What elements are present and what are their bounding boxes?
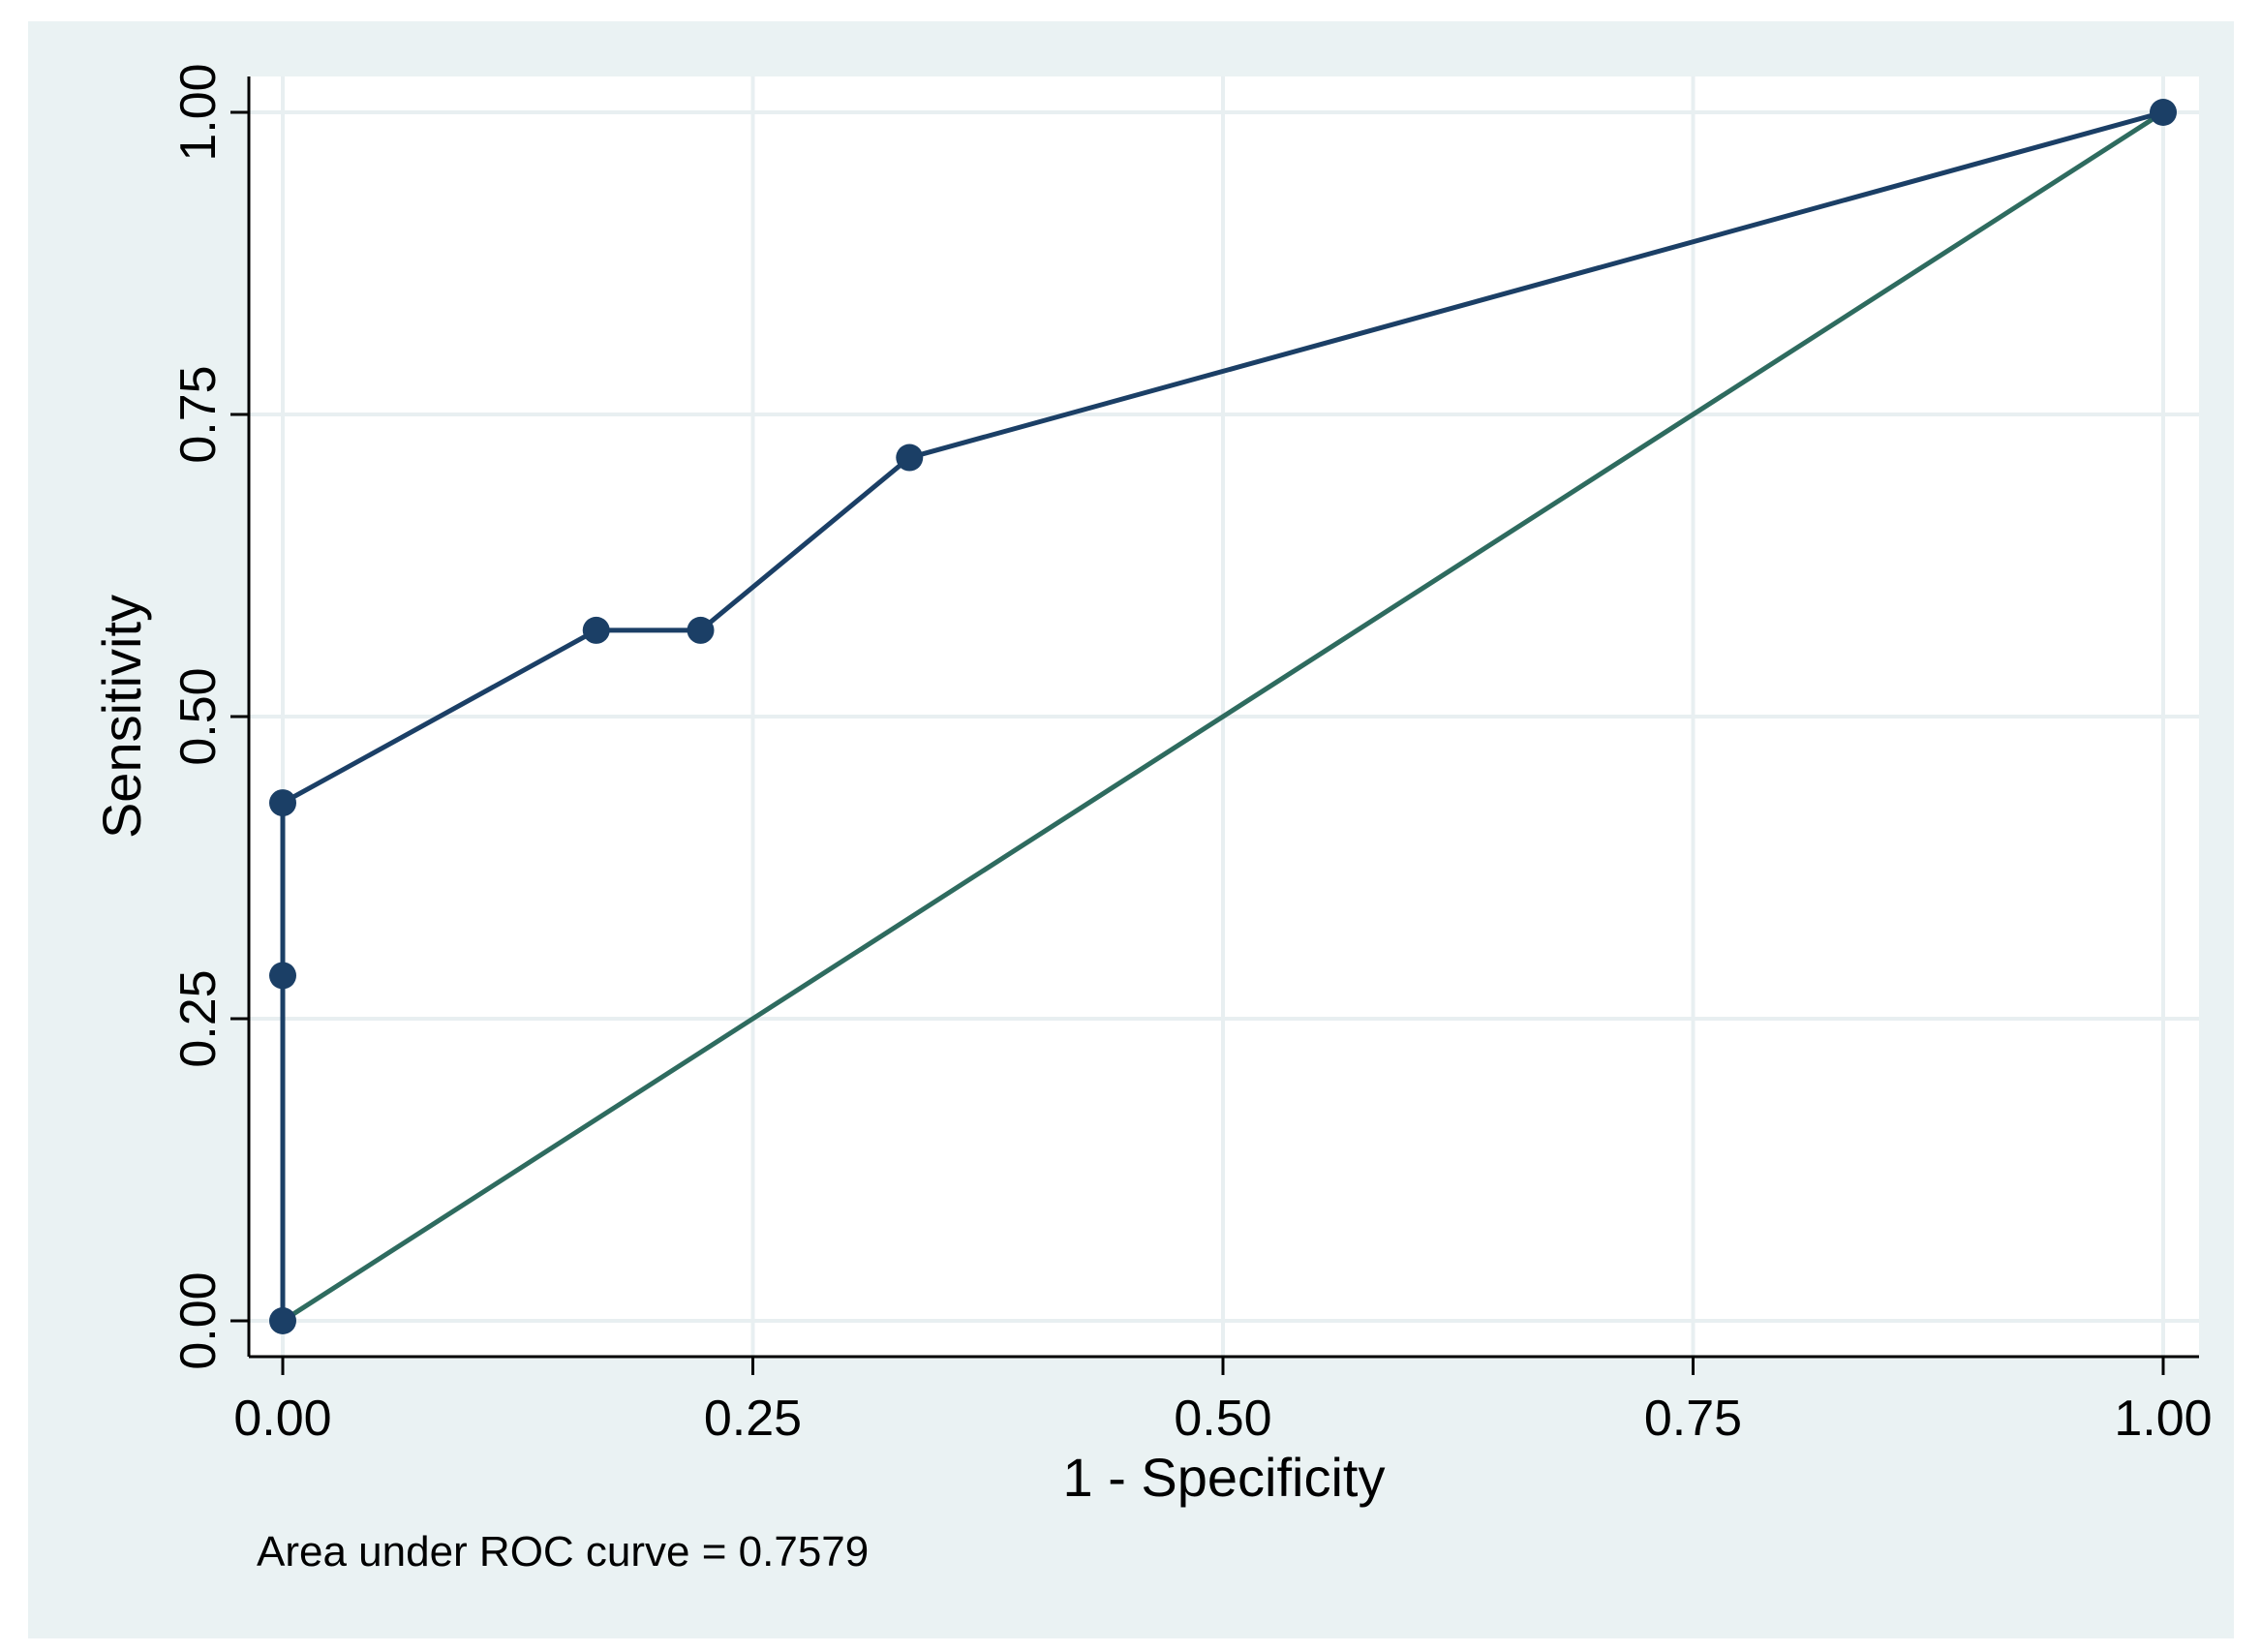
x-tick-label: 0.50 <box>1174 1391 1271 1447</box>
x-tick-label: 0.75 <box>1644 1391 1742 1447</box>
roc-point <box>582 616 610 644</box>
x-tick-label: 0.25 <box>704 1391 802 1447</box>
reference-line <box>280 109 2166 1324</box>
x-tick-label: 0.00 <box>233 1391 331 1447</box>
roc-point <box>269 789 296 817</box>
y-axis-title: Sensitivity <box>91 595 152 839</box>
roc-point <box>269 962 296 990</box>
roc-point <box>2150 99 2177 126</box>
x-tick-label: 1.00 <box>2114 1391 2212 1447</box>
x-axis-title: 1 - Specificity <box>1063 1447 1386 1508</box>
y-tick-label: 0.25 <box>170 969 227 1067</box>
y-tick-label: 1.00 <box>170 63 227 161</box>
y-tick-label: 0.75 <box>170 365 227 463</box>
roc-point <box>896 444 924 472</box>
roc-point <box>269 1307 296 1334</box>
y-tick-label: 0.00 <box>170 1271 227 1369</box>
y-tick-label: 0.50 <box>170 667 227 765</box>
y-ticks: 0.00 0.25 0.50 0.75 1.00 <box>170 63 249 1370</box>
roc-point <box>687 616 715 644</box>
auc-annotation: Area under ROC curve = 0.7579 <box>257 1528 869 1576</box>
x-ticks: 0.00 0.25 0.50 0.75 1.00 <box>233 1357 2213 1447</box>
series-layer <box>269 99 2177 1334</box>
